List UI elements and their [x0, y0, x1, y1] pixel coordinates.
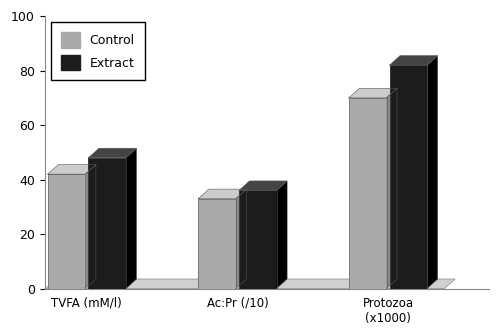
Polygon shape: [276, 181, 287, 289]
Polygon shape: [198, 189, 246, 199]
Polygon shape: [239, 181, 287, 191]
Polygon shape: [236, 189, 246, 289]
Polygon shape: [349, 88, 397, 98]
Polygon shape: [88, 158, 126, 289]
Polygon shape: [198, 199, 236, 289]
Polygon shape: [386, 88, 397, 289]
Legend: Control, Extract: Control, Extract: [51, 23, 145, 80]
Polygon shape: [390, 56, 438, 65]
Polygon shape: [126, 148, 136, 289]
Polygon shape: [48, 165, 96, 174]
Polygon shape: [48, 174, 86, 289]
Polygon shape: [88, 148, 136, 158]
Polygon shape: [239, 191, 277, 289]
Polygon shape: [427, 56, 438, 289]
Polygon shape: [390, 65, 427, 289]
Polygon shape: [349, 98, 387, 289]
Polygon shape: [86, 165, 96, 289]
Polygon shape: [46, 279, 455, 289]
